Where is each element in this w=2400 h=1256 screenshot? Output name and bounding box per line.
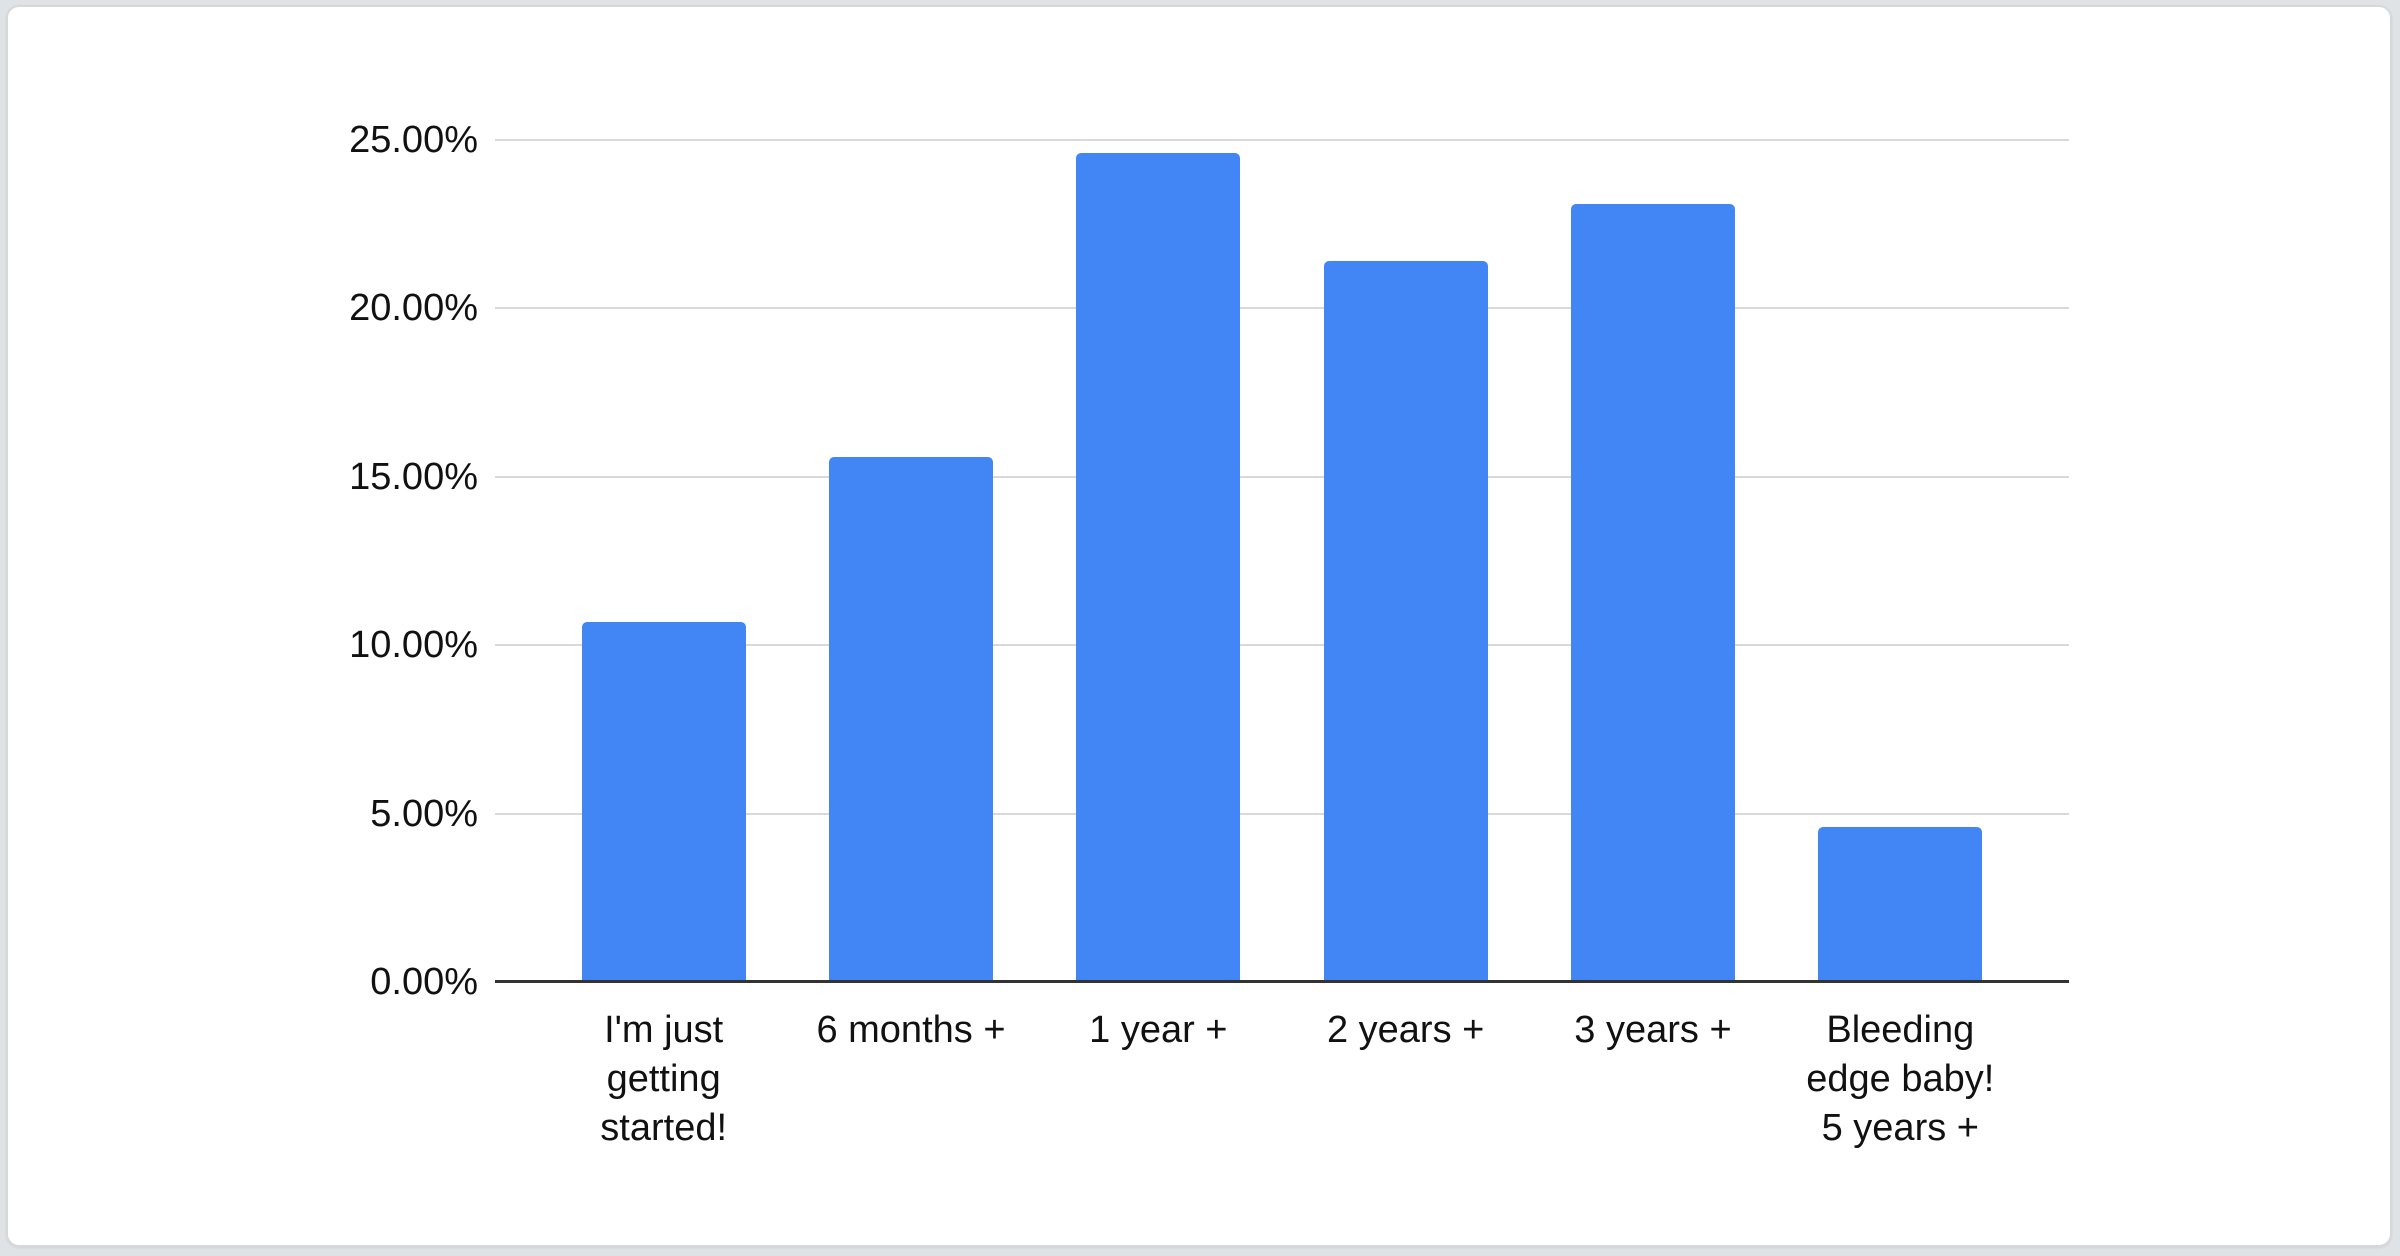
x-axis-category-label-line: getting [606,1058,721,1100]
bar-cell [1777,97,2024,982]
bar-3 [1076,153,1241,982]
bar-5 [1570,204,1735,982]
bar-row [495,97,2069,982]
x-axis-category-label: Bleeding edge baby! 5 years + [1777,1006,2024,1153]
bar-cell [1529,97,1776,982]
bar-1 [581,621,746,982]
x-axis-category-label: I'm just getting started! [540,1006,787,1153]
bar-6 [1818,827,1983,982]
bar-cell [1282,97,1529,982]
bar-cell [1035,97,1282,982]
y-axis-tick-label: 25.00% [349,119,478,161]
x-axis-line [495,980,2069,983]
gridline [495,307,2069,310]
x-axis-category-label: 2 years + [1282,1006,1529,1153]
x-axis-category-label-line: 3 years + [1574,1009,1732,1051]
x-axis-category-label-line: Bleeding [1826,1009,1975,1051]
bar-cell [540,97,787,982]
x-axis-category-label: 3 years + [1529,1006,1776,1153]
y-axis-tick-label: 15.00% [349,455,478,498]
y-axis-tick-label: 10.00% [349,624,478,667]
y-axis-tick-label: 0.00% [370,961,478,1003]
x-axis-category-label-line: edge baby! [1806,1058,1995,1100]
gridline [495,475,2069,478]
y-axis-tick-label: 5.00% [370,792,478,835]
x-axis-category-label-line: I'm just [604,1009,724,1051]
gridline [495,139,2069,141]
x-axis-category-label-line: 2 years + [1326,1009,1485,1051]
plot-area: 0.00% 5.00% 10.00% 15.00% 20.00% 25.00% [349,97,2069,1002]
x-axis-labels: I'm just getting started! 6 months + 1 year … [495,1006,2069,1153]
x-axis-category-label-line: 1 year + [1089,1009,1228,1051]
gridline [495,812,2069,815]
bar-cell [787,97,1034,982]
x-axis-category-label: 6 months + [787,1006,1034,1153]
chart-card: 0.00% 5.00% 10.00% 15.00% 20.00% 25.00% I'm j… [6,5,2392,1247]
gridline [495,644,2069,647]
x-axis-category-label-line: 6 months + [816,1009,1006,1051]
x-axis-category-label-line: 5 years + [1821,1107,1979,1149]
bar-4 [1323,261,1488,982]
x-axis-category-label-line: started! [600,1107,728,1149]
x-axis-category-label: 1 year + [1035,1006,1282,1153]
y-axis-tick-label: 20.00% [349,287,478,330]
bar-2 [828,456,993,982]
